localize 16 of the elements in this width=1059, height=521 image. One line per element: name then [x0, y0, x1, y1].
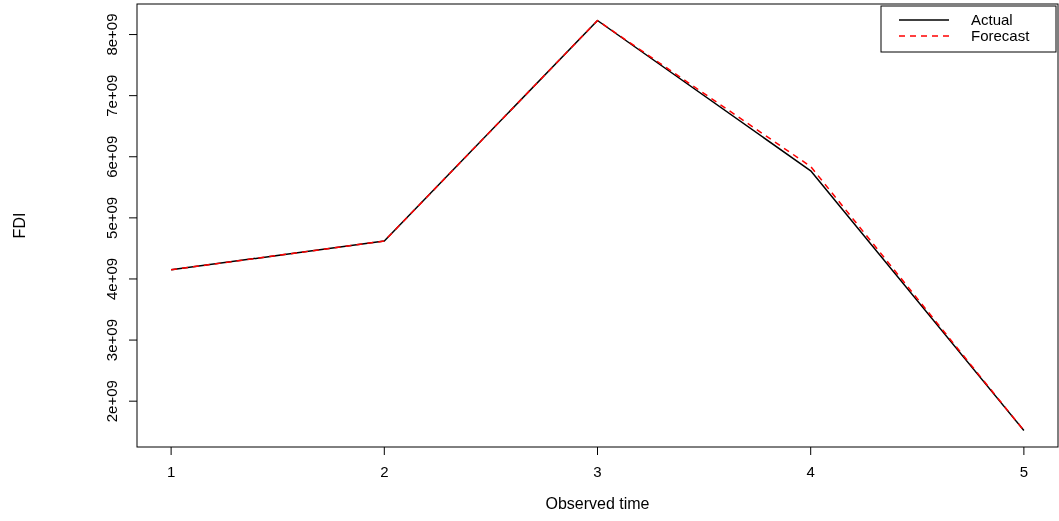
- y-tick-label: 4e+09: [103, 257, 120, 301]
- x-tick-label: 4: [806, 463, 815, 480]
- legend-label: Actual: [971, 11, 1013, 28]
- y-tick-label: 8e+09: [103, 13, 120, 56]
- x-axis-title: Observed time: [545, 495, 650, 512]
- x-tick-label: 5: [1019, 463, 1029, 480]
- x-tick-label: 3: [593, 463, 602, 480]
- y-tick-label: 7e+09: [103, 74, 120, 117]
- legend-label: Forecast: [971, 27, 1031, 44]
- y-tick-label: 5e+09: [103, 196, 120, 239]
- x-tick-label: 2: [380, 463, 389, 480]
- y-tick-label: 3e+09: [103, 319, 120, 362]
- y-tick-label: 6e+09: [103, 135, 120, 178]
- y-axis-title: FDI: [11, 212, 28, 239]
- y-tick-label: 2e+09: [103, 380, 120, 423]
- x-tick-label: 1: [166, 463, 176, 480]
